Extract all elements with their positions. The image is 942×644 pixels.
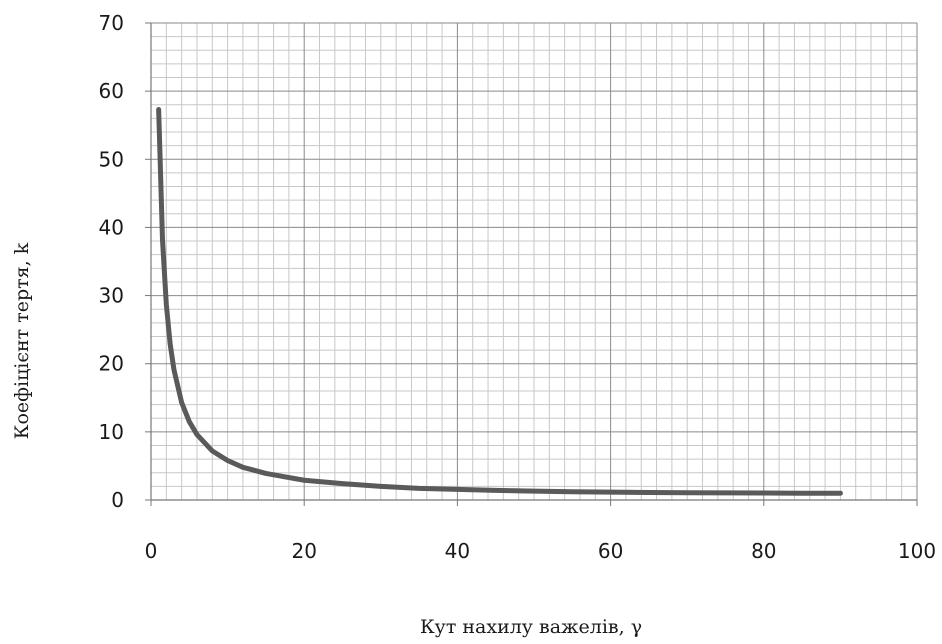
x-tick-label: 60 — [598, 539, 623, 563]
x-tick-label: 80 — [751, 539, 776, 563]
y-tick-label: 60 — [99, 79, 124, 103]
x-tick-label: 0 — [145, 539, 158, 563]
x-axis-title: Кут нахилу важелів, γ — [420, 616, 642, 638]
y-tick-labels: 0 10 20 30 40 50 60 70 — [99, 11, 124, 512]
y-tick-label: 30 — [99, 284, 124, 308]
y-tick-label: 10 — [99, 420, 124, 444]
y-tick-label: 50 — [99, 147, 124, 171]
x-tick-labels: 0 20 40 60 80 100 — [145, 539, 936, 563]
y-tick-label: 70 — [99, 11, 124, 35]
minor-grid — [151, 23, 917, 500]
series-line-0 — [156, 107, 843, 496]
y-axis-title: Коефіцієнт тертя, k — [11, 242, 33, 439]
x-tick-label: 100 — [898, 539, 936, 563]
x-tick-label: 20 — [291, 539, 316, 563]
y-tick-label: 20 — [99, 352, 124, 376]
axes — [145, 22, 918, 506]
y-tick-label: 0 — [111, 488, 124, 512]
y-tick-label: 40 — [99, 215, 124, 239]
x-tick-label: 40 — [445, 539, 470, 563]
series-layer — [156, 107, 843, 496]
